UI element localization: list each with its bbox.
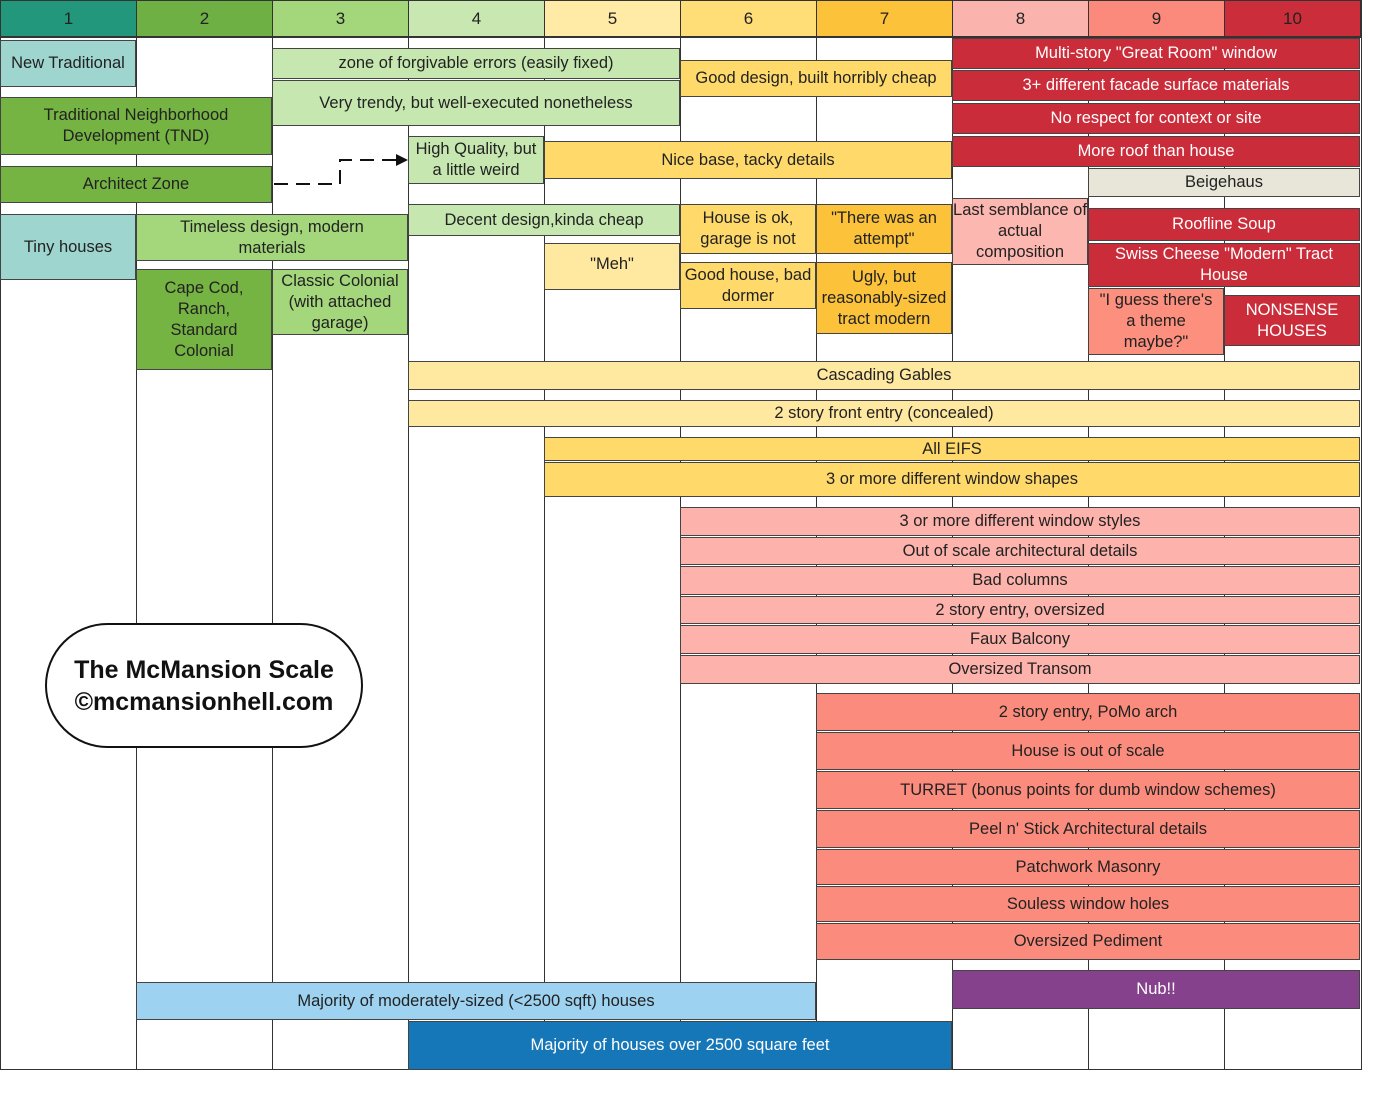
- title-badge: The McMansion Scale ©mcmansionhell.com: [45, 623, 363, 748]
- block-ugly: Ugly, but reasonably-sized tract modern: [816, 262, 952, 334]
- block-moderate-houses: Majority of moderately-sized (<2500 sqft…: [136, 982, 816, 1020]
- copyright-line: ©mcmansionhell.com: [74, 687, 334, 716]
- title-line: The McMansion Scale: [74, 655, 334, 684]
- block-tnd: Traditional Neighborhood Development (TN…: [0, 97, 272, 155]
- column-divider: [544, 38, 545, 1070]
- block-swiss-cheese: Swiss Cheese "Modern" Tract House: [1088, 243, 1360, 287]
- block-bad-columns: Bad columns: [680, 566, 1360, 595]
- column-header-10: 10: [1224, 0, 1361, 38]
- column-divider: [408, 38, 409, 1070]
- block-zone: zone of forgivable errors (easily fixed): [272, 48, 680, 79]
- block-out-of-scale: Out of scale architectural details: [680, 537, 1360, 565]
- block-guess-theme: "I guess there's a theme maybe?": [1088, 288, 1224, 355]
- column-divider: [272, 38, 273, 1070]
- block-attempt: "There was an attempt": [816, 204, 952, 254]
- block-window-holes: Souless window holes: [816, 886, 1360, 922]
- block-tiny-houses: Tiny houses: [0, 214, 136, 280]
- block-window-shapes: 3 or more different window shapes: [544, 462, 1360, 497]
- block-pomo-arch: 2 story entry, PoMo arch: [816, 693, 1360, 731]
- block-high-quality: High Quality, but a little weird: [408, 136, 544, 184]
- block-more-roof: More roof than house: [952, 136, 1360, 167]
- block-good-design: Good design, built horribly cheap: [680, 60, 952, 97]
- block-timeless: Timeless design, modern materials: [136, 214, 408, 261]
- block-faux-balcony: Faux Balcony: [680, 625, 1360, 654]
- block-entry-oversized: 2 story entry, oversized: [680, 596, 1360, 624]
- column-header-6: 6: [680, 0, 817, 38]
- block-meh: "Meh": [544, 243, 680, 290]
- block-nice-base: Nice base, tacky details: [544, 141, 952, 179]
- block-architect-zone: Architect Zone: [0, 166, 272, 203]
- block-nonsense: NONSENSE HOUSES: [1224, 295, 1360, 346]
- block-last-semblance: Last semblance of actual composition: [952, 198, 1088, 265]
- block-masonry: Patchwork Masonry: [816, 849, 1360, 885]
- column-divider: [136, 38, 137, 1070]
- block-peel-stick: Peel n' Stick Architectural details: [816, 810, 1360, 848]
- column-header-3: 3: [272, 0, 409, 38]
- block-good-house: Good house, bad dormer: [680, 262, 816, 309]
- block-no-respect: No respect for context or site: [952, 103, 1360, 134]
- block-facade: 3+ different facade surface materials: [952, 70, 1360, 101]
- block-window-styles: 3 or more different window styles: [680, 507, 1360, 536]
- block-decent: Decent design,kinda cheap: [408, 204, 680, 236]
- block-house-ok: House is ok, garage is not: [680, 204, 816, 254]
- block-eifs: All EIFS: [544, 437, 1360, 461]
- block-cascading-gables: Cascading Gables: [408, 361, 1360, 390]
- block-pediment: Oversized Pediment: [816, 923, 1360, 960]
- column-header-8: 8: [952, 0, 1089, 38]
- block-house-scale: House is out of scale: [816, 732, 1360, 770]
- block-large-houses: Majority of houses over 2500 square feet: [408, 1021, 952, 1070]
- column-header-5: 5: [544, 0, 681, 38]
- column-header-9: 9: [1088, 0, 1225, 38]
- block-multi-story: Multi-story "Great Room" window: [952, 38, 1360, 69]
- block-trendy: Very trendy, but well-executed nonethele…: [272, 80, 680, 126]
- block-transom: Oversized Transom: [680, 655, 1360, 684]
- block-classic-colonial: Classic Colonial (with attached garage): [272, 269, 408, 335]
- block-roofline-soup: Roofline Soup: [1088, 208, 1360, 241]
- column-header-7: 7: [816, 0, 953, 38]
- block-cape-cod: Cape Cod, Ranch, Standard Colonial: [136, 269, 272, 370]
- column-header-1: 1: [0, 0, 137, 38]
- block-new-traditional: New Traditional: [0, 40, 136, 87]
- block-front-entry: 2 story front entry (concealed): [408, 400, 1360, 427]
- block-nub: Nub!!: [952, 970, 1360, 1009]
- block-turret: TURRET (bonus points for dumb window sch…: [816, 771, 1360, 809]
- arrowhead-icon: [396, 154, 408, 166]
- block-beigehaus: Beigehaus: [1088, 168, 1360, 197]
